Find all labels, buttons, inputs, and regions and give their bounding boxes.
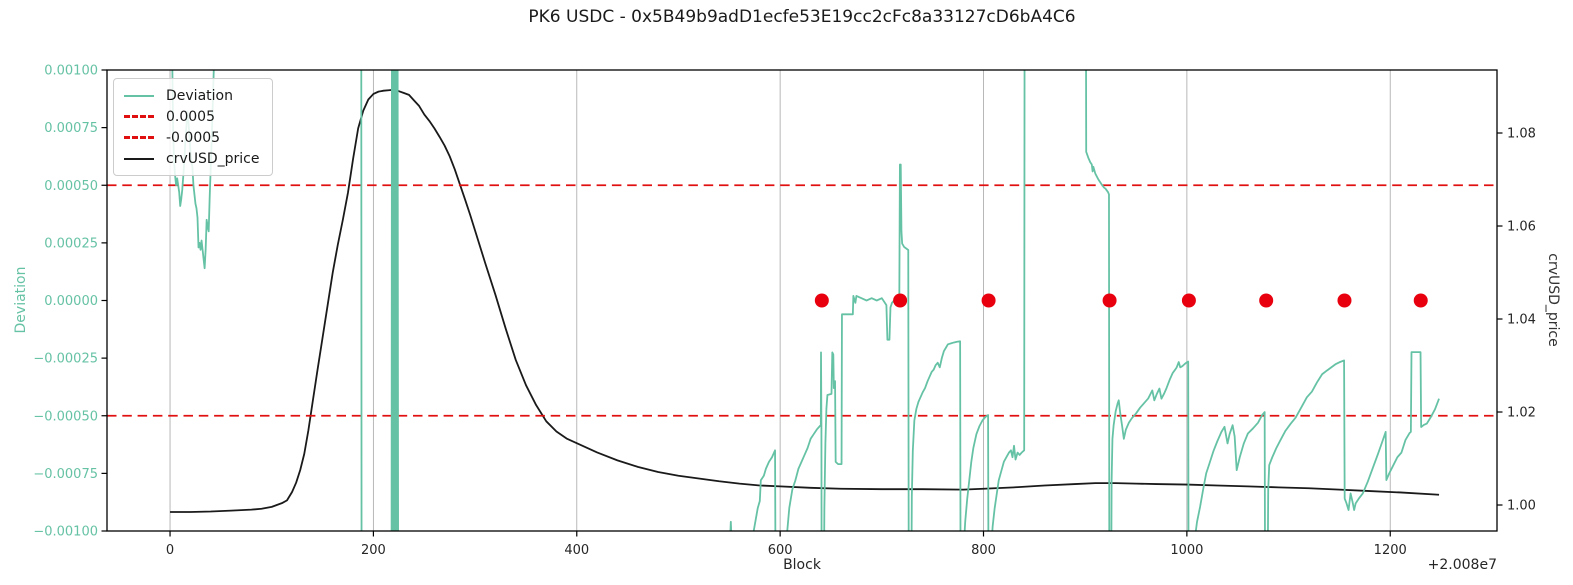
event-dot — [1413, 293, 1428, 308]
left-y-tick-label: 0.00025 — [44, 236, 98, 251]
event-dot — [814, 293, 829, 308]
left-y-tick-label: 0.00100 — [44, 64, 98, 79]
legend-item-crvusd-price: crvUSD_price — [124, 148, 260, 169]
axis-ticks: 0 200 400 600 800 1000 1200 0.00100 0.00075 0.000… — [33, 64, 1536, 559]
right-y-tick-label: 1.02 — [1507, 406, 1536, 421]
right-y-tick-label: 1.06 — [1507, 220, 1536, 235]
legend-line-sample-lower-threshold — [124, 136, 154, 139]
right-y-tick-label: 1.08 — [1507, 127, 1536, 142]
x-tick-label: 0 — [166, 543, 174, 558]
left-y-tick-label: 0.00050 — [44, 179, 98, 194]
right-y-tick-label: 1.00 — [1507, 499, 1536, 514]
event-dot — [1337, 293, 1352, 308]
x-tick-label: 200 — [361, 543, 386, 558]
legend-label: crvUSD_price — [166, 150, 260, 167]
left-y-tick-label: −0.00075 — [33, 467, 98, 482]
left-y-tick-label: −0.00025 — [33, 352, 98, 367]
event-dot — [1259, 293, 1274, 308]
legend-label: 0.0005 — [166, 108, 215, 125]
right-axis-label: crvUSD_price — [1545, 253, 1561, 347]
x-axis-label: Block — [783, 557, 821, 573]
chart-title: PK6 USDC - 0x5B49b9adD1ecfe53E19cc2cFc8a… — [528, 7, 1076, 27]
event-dot — [893, 293, 908, 308]
x-tick-label: 1200 — [1374, 543, 1407, 558]
legend-line-sample-crvusd-price — [124, 157, 154, 160]
event-dot — [1181, 293, 1196, 308]
deviation-line — [171, 70, 1440, 531]
left-y-tick-label: −0.00050 — [33, 409, 98, 424]
left-y-tick-label: −0.00100 — [33, 525, 98, 540]
x-axis-offset-label: +2.008e7 — [1427, 557, 1497, 573]
legend-line-sample-upper-threshold — [124, 115, 154, 118]
price-line — [170, 88, 1440, 513]
left-y-tick-label: 0.00075 — [44, 121, 98, 136]
legend-item-deviation: Deviation — [124, 85, 260, 106]
right-y-tick-label: 1.04 — [1507, 313, 1536, 328]
gridlines — [169, 70, 1391, 531]
legend: Deviation 0.0005 -0.0005 crvUSD_price — [113, 78, 273, 176]
left-axis-label: Deviation — [13, 266, 29, 334]
event-dot — [981, 293, 996, 308]
x-tick-label: 600 — [768, 543, 793, 558]
legend-label: Deviation — [166, 87, 233, 104]
event-dots — [814, 293, 1428, 308]
event-dot — [1102, 293, 1117, 308]
legend-label: -0.0005 — [166, 129, 221, 146]
left-y-tick-label: 0.00000 — [44, 294, 98, 309]
legend-line-sample-deviation — [124, 94, 154, 97]
legend-item-upper-threshold: 0.0005 — [124, 106, 260, 127]
legend-item-lower-threshold: -0.0005 — [124, 127, 260, 148]
x-tick-label: 400 — [564, 543, 589, 558]
x-tick-label: 1000 — [1170, 543, 1203, 558]
x-tick-label: 800 — [971, 543, 996, 558]
